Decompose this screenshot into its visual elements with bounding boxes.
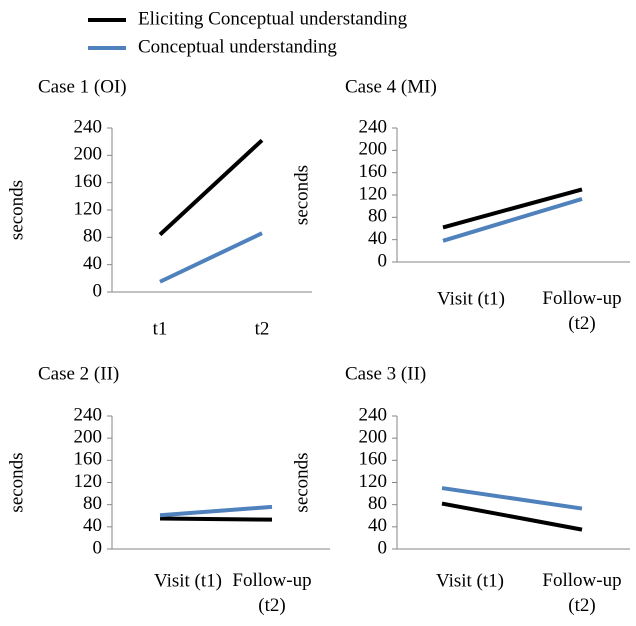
x-tick-label: Follow-up (t2)	[232, 570, 311, 616]
x-tick-label: Follow-up (t2)	[542, 570, 621, 616]
y-tick-label: 0	[378, 537, 388, 558]
y-axis-label: seconds	[291, 165, 312, 225]
series-line	[442, 187, 583, 230]
series-line	[441, 501, 583, 532]
y-tick-label: 160	[74, 449, 103, 470]
legend-label: Conceptual understanding	[138, 36, 337, 57]
y-tick-label: 120	[74, 198, 103, 219]
y-tick-label: 40	[83, 515, 102, 536]
x-tick-label: Visit (t1)	[436, 570, 504, 591]
y-tick-label: 40	[368, 228, 387, 249]
y-tick-label: 80	[368, 206, 387, 227]
series-line	[159, 516, 273, 522]
y-tick-label: 120	[74, 471, 103, 492]
chart-title: Case 4 (MI)	[345, 76, 437, 97]
y-tick-label: 160	[359, 449, 388, 470]
y-tick-label: 120	[359, 183, 388, 204]
y-tick-label: 160	[74, 171, 103, 192]
y-tick-label: 40	[368, 515, 387, 536]
x-tick-label: Follow-up (t2)	[542, 288, 621, 334]
chart-title: Case 1 (OI)	[38, 76, 127, 97]
series-line	[158, 138, 264, 237]
x-tick-label: Visit (t1)	[437, 288, 505, 309]
series-line	[441, 486, 583, 511]
y-tick-label: 200	[74, 427, 103, 448]
y-tick-label: 80	[368, 493, 387, 514]
y-axis-label: seconds	[291, 452, 312, 512]
y-axis-label: seconds	[6, 180, 27, 240]
y-tick-label: 200	[74, 144, 103, 165]
y-tick-label: 0	[93, 280, 103, 301]
y-tick-label: 80	[83, 493, 102, 514]
x-tick-label: t1	[153, 318, 168, 339]
series-line	[159, 504, 273, 518]
y-tick-label: 200	[359, 139, 388, 160]
y-tick-label: 0	[93, 537, 103, 558]
y-tick-label: 240	[359, 116, 388, 137]
y-axis-label: seconds	[6, 452, 27, 512]
y-tick-label: 40	[83, 253, 102, 274]
legend-label: Eliciting Conceptual understanding	[138, 8, 408, 29]
y-tick-label: 160	[359, 161, 388, 182]
series-line	[159, 231, 263, 284]
y-tick-label: 0	[378, 250, 388, 271]
chart-title: Case 3 (II)	[345, 363, 426, 384]
x-tick-label: Visit (t1)	[154, 570, 222, 591]
x-tick-label: t2	[255, 318, 270, 339]
y-tick-label: 200	[359, 427, 388, 448]
y-tick-label: 120	[359, 471, 388, 492]
series-line	[442, 196, 583, 243]
y-tick-label: 240	[74, 116, 103, 137]
y-tick-label: 240	[359, 404, 388, 425]
chart-title: Case 2 (II)	[38, 363, 119, 384]
y-tick-label: 240	[74, 404, 103, 425]
y-tick-label: 80	[83, 226, 102, 247]
